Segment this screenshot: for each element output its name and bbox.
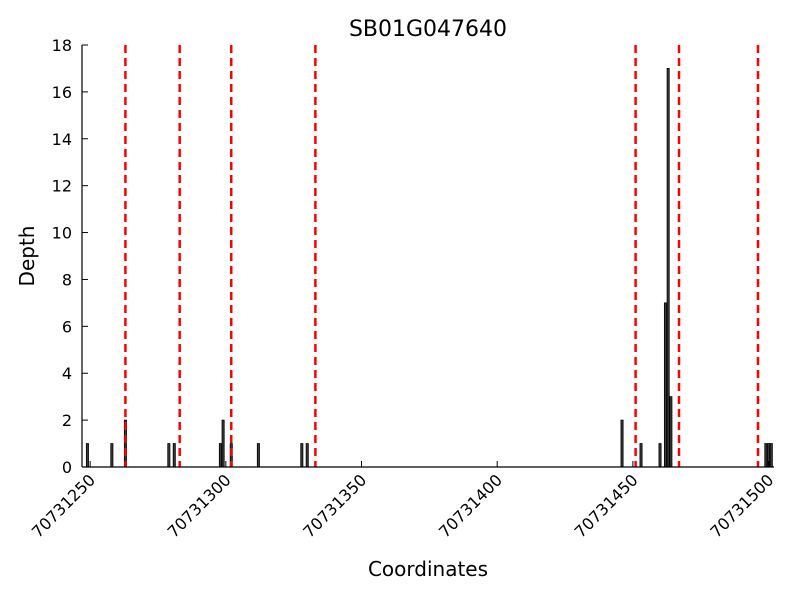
depth-bar xyxy=(221,419,225,468)
depth-bar xyxy=(300,443,304,468)
depth-bar xyxy=(658,443,662,468)
x-tick-label: 70731400 xyxy=(435,470,506,541)
depth-bar xyxy=(669,396,673,468)
y-tick-label: 16 xyxy=(52,83,72,102)
y-tick-label: 4 xyxy=(62,364,72,383)
depth-bar xyxy=(663,302,667,468)
x-tick-label: 70731500 xyxy=(706,470,777,541)
y-tick-label: 6 xyxy=(62,317,72,336)
chart-title: SB01G047640 xyxy=(349,17,507,42)
depth-bar xyxy=(85,443,89,468)
x-tick-label: 70731450 xyxy=(571,470,642,541)
depth-bar xyxy=(305,443,309,468)
y-axis-label: Depth xyxy=(15,226,39,287)
depth-bar xyxy=(110,443,114,468)
x-tick-label: 70731300 xyxy=(164,470,235,541)
y-tick-label: 14 xyxy=(52,130,72,149)
depth-bar xyxy=(172,443,176,468)
depth-bar xyxy=(620,419,624,468)
depth-bar xyxy=(666,68,670,468)
y-tick-label: 12 xyxy=(52,177,72,196)
depth-bar xyxy=(769,443,773,468)
depth-bar xyxy=(167,443,171,468)
y-tick-label: 0 xyxy=(62,458,72,477)
depth-bar xyxy=(639,443,643,468)
x-axis-label: Coordinates xyxy=(368,557,488,581)
depth-bar xyxy=(256,443,260,468)
vertical-lines-group xyxy=(124,45,760,467)
bars-group xyxy=(85,68,773,468)
y-tick-label: 8 xyxy=(62,270,72,289)
x-tick-label: 70731350 xyxy=(299,470,370,541)
y-tick-label: 18 xyxy=(52,36,72,55)
depth-bar xyxy=(764,443,768,468)
depth-bar xyxy=(218,443,222,468)
x-tick-label: 70731250 xyxy=(28,470,99,541)
y-tick-label: 10 xyxy=(52,224,72,243)
y-tick-label: 2 xyxy=(62,411,72,430)
